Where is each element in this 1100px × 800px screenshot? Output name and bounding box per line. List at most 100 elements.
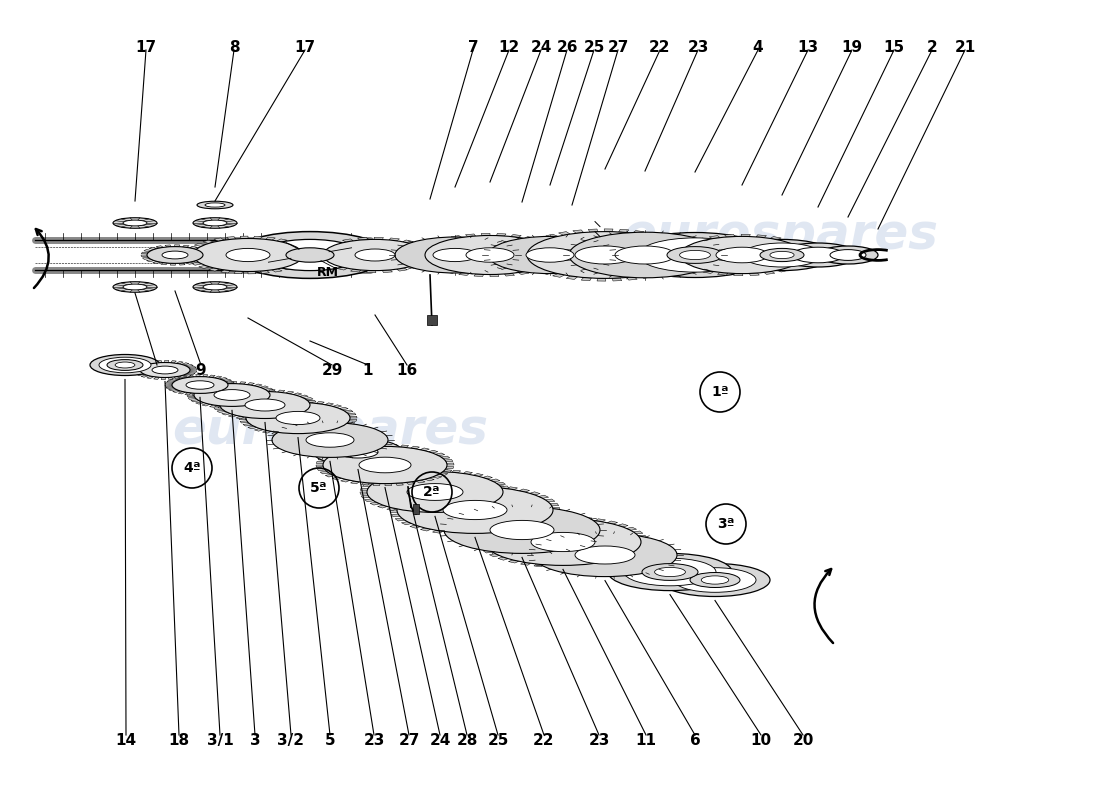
Polygon shape	[221, 270, 230, 273]
Polygon shape	[241, 412, 250, 414]
Polygon shape	[213, 238, 224, 241]
Polygon shape	[459, 273, 470, 275]
Polygon shape	[554, 252, 562, 255]
Polygon shape	[535, 238, 548, 241]
Polygon shape	[503, 522, 513, 526]
Polygon shape	[336, 449, 345, 452]
Polygon shape	[135, 366, 143, 367]
Ellipse shape	[276, 411, 320, 425]
Polygon shape	[525, 526, 536, 530]
Polygon shape	[385, 483, 392, 486]
Polygon shape	[270, 390, 275, 392]
Polygon shape	[332, 405, 342, 407]
Polygon shape	[332, 477, 341, 480]
Polygon shape	[342, 239, 353, 242]
Polygon shape	[316, 462, 323, 463]
Ellipse shape	[367, 472, 503, 512]
Text: 3/2: 3/2	[277, 733, 305, 748]
Polygon shape	[710, 236, 720, 238]
Polygon shape	[466, 485, 475, 486]
Polygon shape	[439, 486, 449, 489]
Text: 18: 18	[168, 733, 189, 748]
Text: 17: 17	[146, 363, 167, 378]
Polygon shape	[640, 274, 651, 278]
Polygon shape	[318, 458, 327, 460]
Polygon shape	[361, 495, 370, 498]
Polygon shape	[503, 490, 510, 492]
Polygon shape	[184, 374, 191, 376]
Ellipse shape	[642, 563, 698, 581]
Polygon shape	[263, 401, 272, 403]
Polygon shape	[613, 278, 621, 281]
Polygon shape	[133, 368, 141, 369]
Ellipse shape	[192, 218, 236, 228]
Polygon shape	[234, 271, 242, 274]
Polygon shape	[524, 237, 535, 240]
Polygon shape	[559, 232, 570, 235]
Polygon shape	[209, 375, 216, 378]
Polygon shape	[494, 501, 503, 503]
Polygon shape	[390, 510, 397, 513]
Polygon shape	[446, 532, 455, 534]
Polygon shape	[387, 508, 396, 510]
Ellipse shape	[526, 248, 574, 262]
Text: 24: 24	[429, 733, 451, 748]
Polygon shape	[439, 473, 448, 475]
Polygon shape	[255, 418, 261, 421]
Polygon shape	[168, 378, 173, 379]
Ellipse shape	[770, 251, 794, 258]
Polygon shape	[286, 242, 297, 245]
Ellipse shape	[494, 246, 550, 263]
Text: 19: 19	[842, 40, 862, 55]
Polygon shape	[253, 236, 262, 239]
Polygon shape	[390, 506, 398, 508]
Polygon shape	[505, 274, 515, 276]
Ellipse shape	[323, 239, 427, 270]
Polygon shape	[597, 278, 606, 281]
Polygon shape	[214, 376, 222, 378]
Polygon shape	[409, 265, 420, 268]
Polygon shape	[358, 238, 367, 240]
Polygon shape	[307, 401, 315, 403]
Polygon shape	[301, 257, 310, 259]
Polygon shape	[553, 257, 562, 260]
Polygon shape	[496, 234, 506, 236]
Polygon shape	[632, 230, 644, 234]
Polygon shape	[373, 483, 381, 486]
Polygon shape	[146, 259, 154, 262]
Ellipse shape	[99, 357, 151, 373]
Polygon shape	[202, 403, 210, 406]
Polygon shape	[228, 384, 235, 385]
Ellipse shape	[113, 218, 157, 228]
Polygon shape	[443, 470, 452, 472]
Polygon shape	[146, 376, 154, 378]
Polygon shape	[544, 243, 554, 246]
Polygon shape	[678, 246, 688, 249]
Text: 21: 21	[955, 40, 976, 55]
Ellipse shape	[575, 246, 635, 264]
Polygon shape	[286, 391, 294, 394]
Polygon shape	[507, 486, 517, 490]
Polygon shape	[541, 265, 551, 269]
Polygon shape	[195, 243, 205, 246]
Polygon shape	[317, 402, 324, 404]
Text: 23: 23	[363, 733, 385, 748]
Ellipse shape	[197, 202, 233, 209]
Polygon shape	[190, 246, 197, 249]
Polygon shape	[446, 270, 456, 274]
Polygon shape	[640, 544, 648, 546]
Ellipse shape	[272, 422, 388, 458]
Polygon shape	[703, 270, 714, 274]
Polygon shape	[725, 234, 735, 237]
Polygon shape	[179, 263, 185, 265]
Polygon shape	[134, 372, 142, 374]
Polygon shape	[717, 272, 728, 275]
Polygon shape	[218, 391, 226, 394]
Polygon shape	[520, 562, 530, 566]
Polygon shape	[318, 259, 328, 262]
Text: 25: 25	[487, 733, 508, 748]
Polygon shape	[796, 262, 806, 265]
Polygon shape	[419, 262, 429, 265]
Ellipse shape	[569, 232, 720, 278]
Polygon shape	[196, 374, 200, 377]
